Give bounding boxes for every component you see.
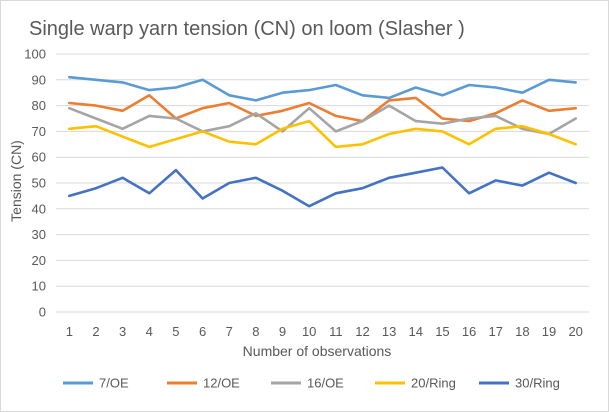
x-tick-label: 4 (146, 324, 153, 339)
x-tick-label: 10 (302, 324, 316, 339)
x-tick-label: 13 (382, 324, 396, 339)
x-tick-label: 8 (252, 324, 259, 339)
y-tick-label: 80 (32, 98, 46, 113)
legend: 7/OE 12/OE 16/OE 20/Ring 30/Ring (63, 376, 560, 391)
legend-label: 7/OE (99, 376, 129, 391)
gridlines (56, 53, 589, 313)
x-tick-label: 15 (435, 324, 449, 339)
y-tick-label: 70 (32, 124, 46, 139)
series-line-20-ring (68, 119, 578, 149)
y-tick-label: 50 (32, 176, 46, 191)
legend-label: 30/Ring (515, 376, 560, 391)
x-tick-label: 17 (488, 324, 502, 339)
y-tick-label: 100 (24, 47, 46, 62)
x-tick-label: 7 (226, 324, 233, 339)
y-tick-label: 10 (32, 279, 46, 294)
x-tick-label: 5 (172, 324, 179, 339)
x-tick-label: 16 (462, 324, 476, 339)
series-line-16-oe (68, 104, 578, 136)
x-tick-label: 6 (199, 324, 206, 339)
series-lines (68, 75, 578, 208)
x-tick-label: 12 (355, 324, 369, 339)
x-tick-label: 1 (66, 324, 73, 339)
x-tick-label: 20 (568, 324, 582, 339)
chart-title: Single warp yarn tension (CN) on loom (S… (29, 18, 465, 40)
x-axis-label: Number of observations (243, 343, 392, 359)
legend-label: 20/Ring (411, 376, 456, 391)
y-tick-label: 40 (32, 201, 46, 216)
series-line-30-ring (68, 166, 578, 208)
y-axis-label: Tension (CN) (8, 140, 24, 222)
series-line-12-oe (68, 94, 578, 123)
x-tick-label: 3 (119, 324, 126, 339)
x-tick-label: 2 (92, 324, 99, 339)
legend-label: 12/OE (203, 376, 240, 391)
legend-label: 16/OE (307, 376, 344, 391)
y-tick-label: 0 (39, 305, 46, 320)
series-line-7-oe (68, 75, 578, 102)
x-tick-label: 18 (515, 324, 529, 339)
y-tick-label: 90 (32, 72, 46, 87)
x-tick-label: 11 (329, 324, 343, 339)
x-axis-ticks: 1 2 3 4 5 6 7 8 9 10 11 12 13 14 15 16 17 18 19 20 (66, 324, 583, 339)
y-axis-ticks: 0 10 20 30 40 50 60 70 80 90 100 (24, 47, 46, 320)
x-tick-label: 14 (409, 324, 423, 339)
y-tick-label: 60 (32, 150, 46, 165)
x-tick-label: 19 (542, 324, 556, 339)
y-tick-label: 30 (32, 227, 46, 242)
x-tick-label: 9 (279, 324, 286, 339)
y-tick-label: 20 (32, 253, 46, 268)
